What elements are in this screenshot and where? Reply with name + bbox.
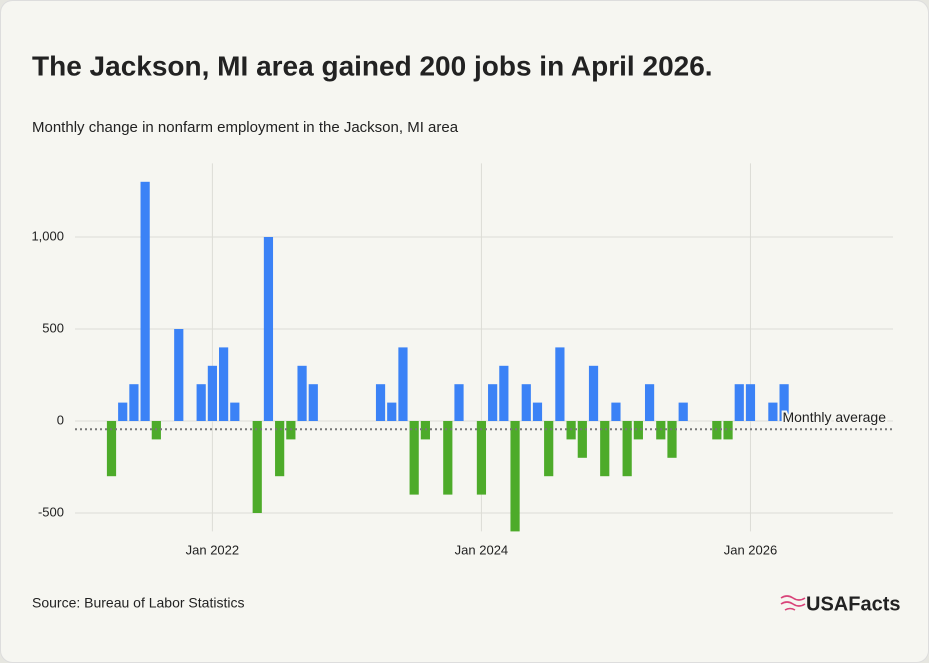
y-tick-label: 1,000 bbox=[31, 228, 64, 243]
bar bbox=[196, 384, 206, 421]
bar bbox=[263, 237, 274, 421]
bar bbox=[600, 421, 610, 477]
bar bbox=[454, 384, 464, 421]
average-label: Monthly average bbox=[782, 409, 886, 425]
x-tick-label: Jan 2026 bbox=[724, 542, 778, 557]
bar bbox=[510, 421, 520, 532]
bar bbox=[398, 347, 408, 421]
bar bbox=[499, 365, 509, 421]
bar bbox=[611, 402, 621, 421]
bar bbox=[409, 421, 419, 495]
bar bbox=[768, 402, 778, 421]
bar bbox=[387, 402, 397, 421]
bar bbox=[375, 384, 386, 421]
x-tick-label: Jan 2024 bbox=[455, 542, 509, 557]
bar bbox=[667, 421, 677, 458]
bar bbox=[588, 365, 599, 421]
logo-icon bbox=[780, 595, 806, 611]
x-tick-label: Jan 2022 bbox=[186, 542, 240, 557]
bar bbox=[779, 384, 789, 421]
bar bbox=[723, 421, 733, 440]
bar bbox=[219, 347, 229, 421]
bar bbox=[308, 384, 318, 421]
bar bbox=[555, 347, 565, 421]
bar bbox=[476, 421, 487, 495]
bar bbox=[207, 365, 217, 421]
bar bbox=[622, 421, 632, 477]
bar bbox=[118, 402, 128, 421]
bar bbox=[544, 421, 554, 477]
bar bbox=[633, 421, 643, 440]
bar bbox=[443, 421, 453, 495]
chart-title: The Jackson, MI area gained 200 jobs in … bbox=[32, 50, 713, 81]
bar bbox=[230, 402, 240, 421]
y-tick-label: 0 bbox=[57, 412, 64, 427]
bar bbox=[577, 421, 587, 458]
bar bbox=[734, 384, 744, 421]
y-tick-label: 500 bbox=[42, 320, 64, 335]
y-tick-label: -500 bbox=[38, 504, 64, 519]
bar bbox=[174, 329, 184, 421]
bar bbox=[297, 365, 307, 421]
source: Source: Bureau of Labor Statistics bbox=[32, 595, 244, 611]
bar bbox=[745, 384, 756, 421]
bar bbox=[106, 421, 117, 477]
bar bbox=[129, 384, 139, 421]
bar bbox=[532, 402, 543, 421]
bar bbox=[521, 384, 531, 421]
bar bbox=[488, 384, 498, 421]
bar bbox=[140, 181, 150, 421]
chart-subtitle: Monthly change in nonfarm employment in … bbox=[32, 119, 459, 136]
bar bbox=[644, 384, 655, 421]
bar bbox=[678, 402, 688, 421]
bar bbox=[275, 421, 285, 477]
bar bbox=[252, 421, 262, 513]
brand: USAFacts bbox=[806, 593, 900, 615]
